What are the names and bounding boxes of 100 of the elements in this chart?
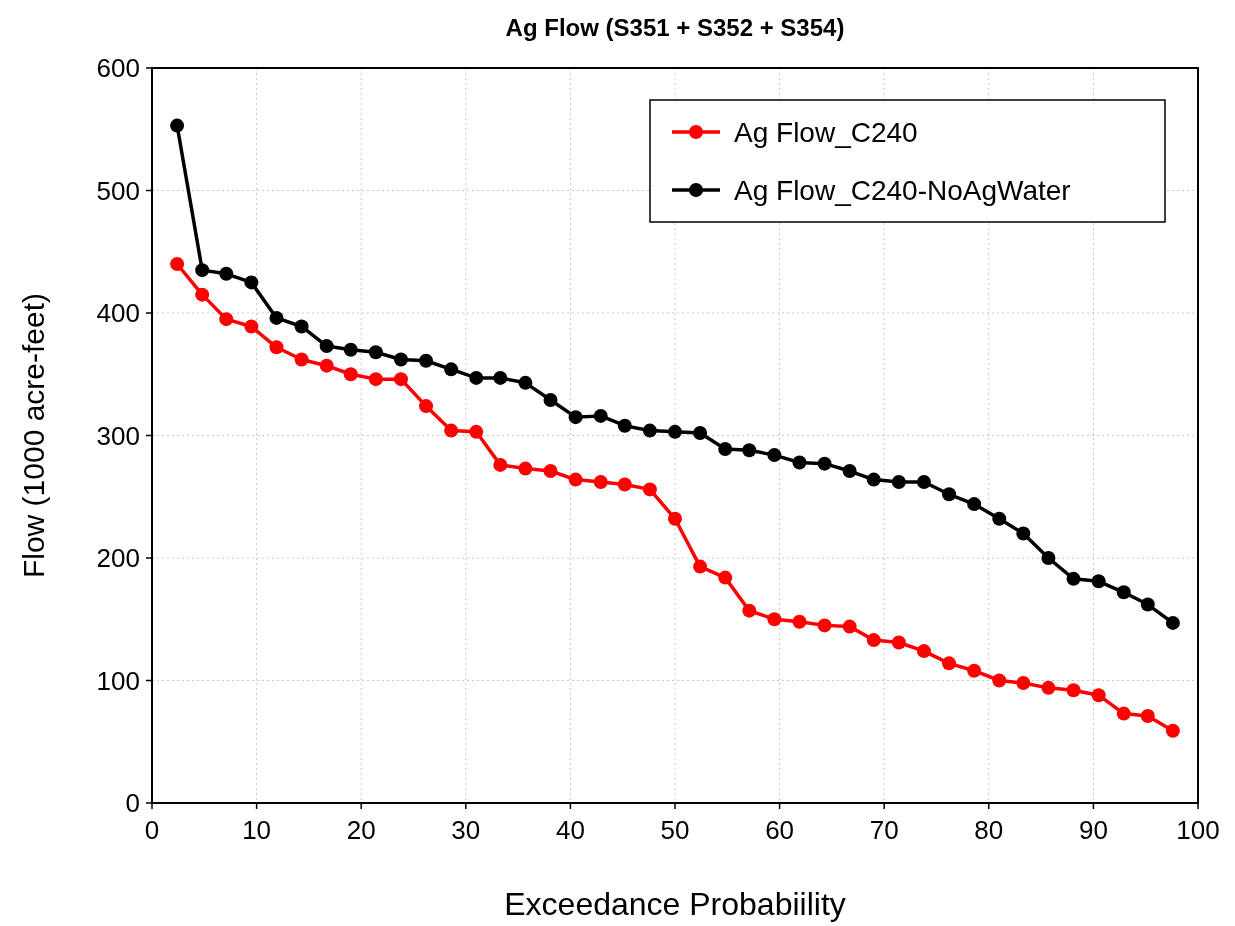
- point: [1041, 680, 1056, 695]
- point: [593, 408, 608, 423]
- x-tick-label: 40: [555, 815, 585, 845]
- point: [617, 477, 632, 492]
- point: [493, 370, 508, 385]
- x-tick-label: 30: [451, 815, 481, 845]
- x-tick-label: 50: [660, 815, 690, 845]
- point: [642, 423, 657, 438]
- point: [444, 362, 459, 377]
- point: [817, 618, 832, 633]
- point: [767, 448, 782, 463]
- point: [543, 392, 558, 407]
- point: [568, 472, 583, 487]
- chart-title: Ag Flow (S351 + S352 + S354): [505, 14, 845, 41]
- point: [393, 352, 408, 367]
- point: [992, 511, 1007, 526]
- point: [1140, 709, 1155, 724]
- point: [244, 319, 259, 334]
- point: [343, 367, 358, 382]
- point: [419, 353, 434, 368]
- point: [693, 426, 708, 441]
- point: [617, 418, 632, 433]
- point: [1091, 688, 1106, 703]
- point: [916, 475, 931, 490]
- point: [319, 339, 334, 354]
- point: [842, 464, 857, 479]
- point: [518, 375, 533, 390]
- point: [792, 614, 807, 629]
- point: [1140, 597, 1155, 612]
- point: [1091, 574, 1106, 589]
- x-tick-label: 90: [1078, 815, 1108, 845]
- point: [693, 559, 708, 574]
- point: [195, 287, 210, 302]
- legend-label: Ag Flow_C240-NoAgWater: [734, 175, 1071, 206]
- point: [1016, 675, 1031, 690]
- point: [368, 345, 383, 360]
- point: [891, 475, 906, 490]
- point: [891, 635, 906, 650]
- point: [1165, 723, 1180, 738]
- y-tick-label: 400: [96, 298, 140, 328]
- point: [866, 633, 881, 648]
- point: [269, 310, 284, 325]
- y-axis-title: Flow (1000 acre-feet): [17, 292, 50, 579]
- y-tick-label: 0: [125, 788, 140, 818]
- x-tick-label: 70: [869, 815, 899, 845]
- y-tick-label: 200: [96, 543, 140, 573]
- point: [269, 340, 284, 355]
- point: [170, 257, 185, 271]
- point: [294, 319, 309, 334]
- x-tick-label: 100: [1176, 815, 1220, 845]
- point: [866, 472, 881, 487]
- x-tick-label: 20: [346, 815, 376, 845]
- point: [817, 456, 832, 471]
- point: [244, 275, 259, 290]
- point: [393, 372, 408, 387]
- point: [219, 312, 234, 327]
- point: [1066, 571, 1081, 586]
- point: [967, 663, 982, 678]
- y-tick-label: 100: [96, 665, 140, 696]
- point: [668, 424, 682, 439]
- point: [942, 487, 957, 502]
- point: [195, 263, 210, 278]
- point: [992, 673, 1007, 688]
- point: [368, 372, 383, 387]
- point: [1016, 526, 1031, 541]
- point: [319, 358, 334, 373]
- y-tick-label: 600: [96, 53, 140, 83]
- point: [642, 482, 657, 497]
- point: [543, 464, 558, 479]
- point: [1041, 551, 1056, 565]
- point: [469, 424, 484, 439]
- x-tick-label: 60: [765, 815, 795, 845]
- x-tick-label: 80: [974, 815, 1004, 845]
- point: [967, 497, 982, 512]
- point: [792, 455, 807, 470]
- point: [444, 423, 459, 438]
- x-tick-label: 0: [144, 815, 160, 845]
- point: [170, 118, 185, 133]
- point: [742, 603, 757, 618]
- point: [668, 511, 682, 526]
- y-tick-label: 500: [96, 175, 140, 206]
- point: [718, 570, 733, 585]
- point: [1066, 683, 1081, 698]
- point: [493, 457, 508, 472]
- point: [518, 461, 533, 476]
- point: [1165, 615, 1180, 630]
- point: [419, 399, 434, 414]
- point: [767, 612, 782, 627]
- point: [219, 266, 234, 281]
- point: [343, 342, 358, 357]
- point: [1116, 585, 1131, 600]
- point: [294, 352, 309, 367]
- point: [718, 441, 733, 456]
- point: [568, 410, 583, 425]
- point: [742, 443, 757, 458]
- point: [842, 619, 857, 634]
- point: [1116, 706, 1131, 721]
- x-axis-title: Exceedance Probabiility: [504, 886, 846, 922]
- legend-label: Ag Flow_C240: [734, 117, 918, 148]
- y-tick-label: 300: [96, 420, 140, 451]
